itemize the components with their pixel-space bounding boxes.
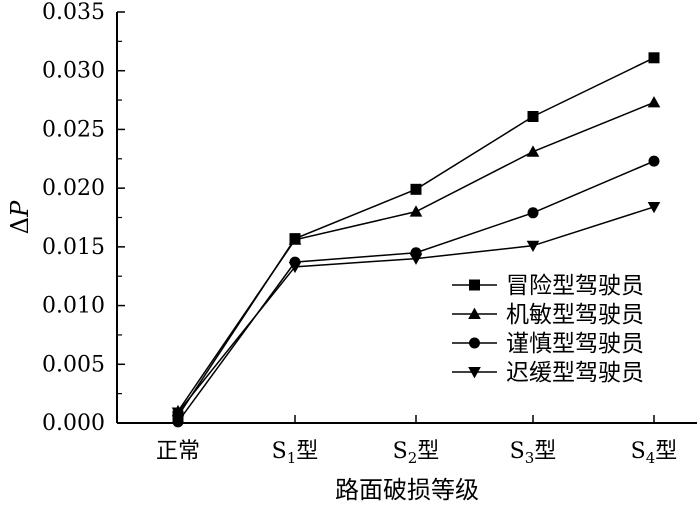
ticks: 0.000 0.005 0.010 0.015 0.020 0.025 0.030 0.035… — [42, 0, 677, 467]
data-point-triangle-down — [288, 261, 302, 274]
series-4 — [171, 201, 661, 419]
x-tick-label: S2型 — [393, 439, 440, 467]
data-point-square — [469, 279, 480, 291]
data-point-triangle-up — [409, 205, 423, 217]
data-point-triangle-up — [468, 307, 481, 319]
legend-label: 机敏型驾驶员 — [506, 302, 644, 328]
data-point-triangle-up — [647, 96, 661, 108]
x-tick-label: 正常 — [156, 439, 200, 464]
y-tick-label: 0.035 — [42, 0, 105, 25]
data-point-circle — [527, 207, 539, 219]
legend-item: 迟缓型驾驶员 — [452, 360, 644, 386]
data-point-triangle-down — [468, 367, 481, 379]
legend-label: 冒险型驾驶员 — [506, 273, 644, 299]
x-tick-label: S1型 — [272, 439, 319, 467]
x-tick-label: S3型 — [510, 439, 557, 467]
data-point-triangle-down — [409, 253, 423, 265]
x-axis-label: 路面破损等级 — [335, 476, 479, 504]
data-point-circle — [648, 155, 660, 167]
data-point-square — [648, 52, 660, 64]
series-layer — [171, 52, 661, 428]
data-point-triangle-down — [647, 201, 661, 214]
data-point-square — [527, 111, 539, 123]
x-tick-label: S4型 — [631, 439, 678, 467]
legend-label: 迟缓型驾驶员 — [506, 360, 644, 386]
data-point-triangle-up — [288, 233, 302, 245]
legend-label: 谨慎型驾驶员 — [506, 331, 644, 357]
y-tick-label: 0.010 — [42, 294, 105, 319]
data-point-triangle-up — [526, 145, 540, 157]
y-tick-label: 0.015 — [42, 235, 105, 260]
data-point-circle — [469, 337, 480, 349]
y-tick-label: 0.030 — [42, 59, 105, 84]
data-point-circle — [172, 416, 184, 428]
legend-item: 谨慎型驾驶员 — [452, 331, 644, 357]
data-point-triangle-down — [526, 240, 540, 253]
y-tick-label: 0.000 — [42, 411, 105, 436]
y-axis-label: ΔP — [6, 200, 34, 234]
data-point-square — [410, 183, 422, 195]
y-tick-label: 0.025 — [42, 117, 105, 142]
legend-item: 机敏型驾驶员 — [452, 302, 644, 328]
data-point-triangle-down — [171, 407, 185, 419]
y-tick-label: 0.005 — [42, 352, 105, 377]
y-tick-label: 0.020 — [42, 176, 105, 201]
series-2 — [171, 96, 661, 417]
legend-item: 冒险型驾驶员 — [452, 273, 644, 299]
